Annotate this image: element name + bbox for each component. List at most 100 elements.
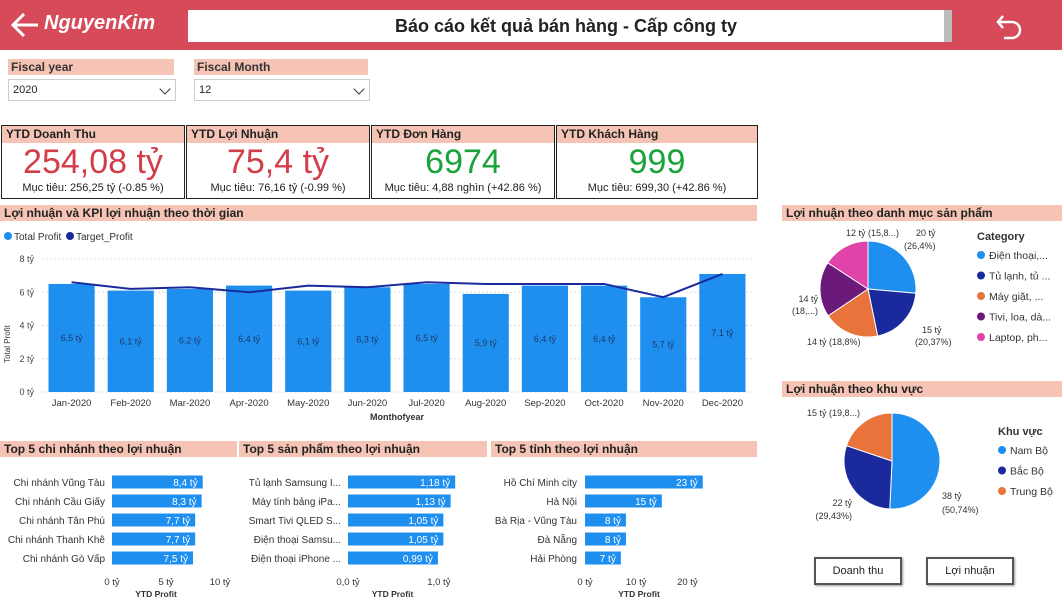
pie-label: 38 tỷ (942, 491, 962, 501)
top-branch-chart: Chi nhánh Vũng Tàu 8,4 tỷ Chi nhánh Cầu Gi… (8, 475, 231, 599)
bar-value-label: 6,1 tỷ (297, 336, 320, 346)
profit-bar (640, 297, 687, 392)
profit-time-title: Lợi nhuận và KPI lợi nhuận theo thời gia… (0, 205, 757, 221)
profit-bar (344, 287, 391, 392)
pie-label: (50,74%) (942, 505, 979, 515)
x-axis-label: YTD Profit (135, 589, 177, 599)
pie-label: (26,4%) (904, 241, 936, 251)
y-tick-label: 6 tỷ (19, 287, 34, 297)
profit-bar (48, 283, 95, 392)
revenue-button[interactable]: Doanh thu (814, 557, 902, 585)
legend-dot (977, 292, 985, 300)
x-tick-label: 20 tỷ (677, 577, 698, 588)
pie-slice (867, 288, 917, 337)
y-axis-label: Total Profit (3, 324, 12, 363)
category-label: Điện thoại Samsu... (254, 535, 341, 546)
bar-value-label: 6,2 tỷ (179, 335, 202, 345)
title-box (188, 10, 952, 42)
legend-dot (977, 251, 985, 259)
x-axis-label: YTD Profit (618, 589, 660, 599)
category-label: Hà Nội (546, 497, 577, 508)
bar-value-label: 6,4 tỷ (593, 334, 616, 344)
category-label: Chi nhánh Tân Phú (19, 516, 105, 527)
hbar-value-label: 15 tỷ (635, 496, 657, 508)
pie-label: 15 tỷ (922, 325, 942, 335)
hbar-value-label: 1,05 tỷ (408, 515, 438, 527)
category-label: Smart Tivi QLED S... (249, 516, 341, 527)
legend-item: Điện thoại,... (989, 250, 1048, 262)
hbar (112, 475, 203, 489)
kpi-target: Mục tiêu: 4,88 nghìn (+42.86 %) (384, 182, 542, 194)
x-tick-label: Jun-2020 (348, 398, 388, 409)
x-tick-label: May-2020 (287, 398, 329, 409)
x-tick-label: Jan-2020 (52, 398, 92, 409)
fiscal-month-select[interactable]: 12 (194, 79, 370, 101)
pie-slice (889, 412, 941, 510)
pie-slice (843, 445, 893, 510)
legend-dot-target-profit (66, 232, 74, 240)
fiscal-month-value: 12 (199, 84, 212, 96)
hbar (585, 551, 621, 565)
x-tick-label: 0 tỷ (577, 577, 593, 588)
y-tick-label: 0 tỷ (19, 387, 34, 397)
bar-value-label: 6,3 tỷ (356, 335, 379, 345)
hbar-value-label: 8,3 tỷ (172, 496, 196, 508)
fiscal-month-label: Fiscal Month (194, 59, 368, 75)
region-pie-chart: Khu vực Nam Bộ Bắc Bộ Trung Bộ 15 tỷ (19,8… (807, 408, 1053, 521)
legend-dot (998, 446, 1006, 454)
x-tick-label: Sep-2020 (524, 398, 565, 409)
hbar (585, 532, 626, 546)
hbar-value-label: 7,5 tỷ (164, 553, 188, 565)
back-arrow-icon[interactable] (10, 8, 40, 42)
category-label: Chi nhánh Gò Vấp (23, 553, 106, 565)
profit-button[interactable]: Lợi nhuận (926, 557, 1014, 585)
profit-bar (699, 273, 746, 392)
legend-dot (977, 271, 985, 280)
bar-value-label: 6,4 tỷ (534, 334, 557, 344)
legend-dot (977, 333, 985, 341)
legend-item: Laptop, ph... (989, 332, 1047, 344)
kpi-card-customers: YTD Khách Hàng 999 Mục tiêu: 699,30 (+42… (556, 125, 758, 199)
profit-bar (107, 290, 154, 392)
pie-label: 15 tỷ (19,8...) (807, 408, 860, 418)
hbar (348, 551, 438, 565)
pie-slice (819, 262, 869, 317)
pie-label: (29,43%) (815, 511, 852, 521)
hbar (585, 494, 662, 508)
region-legend-title: Khu vực (998, 426, 1043, 438)
kpi-value: 999 (628, 143, 686, 181)
profit-bar (521, 285, 568, 392)
x-tick-label: 0,0 tỷ (336, 577, 359, 588)
x-axis-label: YTD Profit (372, 589, 414, 599)
hbar-value-label: 7,7 tỷ (166, 534, 190, 546)
legend-item: Máy giặt, ... (989, 291, 1043, 303)
bar-value-label: 5,9 tỷ (475, 338, 498, 348)
profit-bar (403, 283, 450, 392)
fiscal-year-select[interactable]: 2020 (8, 79, 176, 101)
hbar (585, 513, 626, 527)
x-tick-label: Jul-2020 (408, 398, 444, 409)
top-product-title: Top 5 sản phẩm theo lợi nhuận (239, 441, 487, 457)
kpi-title: YTD Lợi Nhuận (187, 126, 369, 143)
profit-bar (462, 293, 509, 392)
x-tick-label: Nov-2020 (643, 398, 684, 409)
kpi-target: Mục tiêu: 76,16 tỷ (-0.99 %) (210, 182, 346, 194)
category-label: Bà Rịa - Vũng Tàu (495, 516, 577, 527)
hbar (585, 475, 703, 489)
y-tick-label: 2 tỷ (19, 354, 34, 364)
bar-value-label: 6,5 tỷ (416, 333, 439, 343)
undo-icon[interactable] (994, 10, 1024, 40)
pie-slice (827, 240, 869, 290)
profit-bar (285, 290, 332, 392)
profit-combo-chart: Total Profit Target_Profit Total Profit … (3, 232, 752, 422)
x-tick-label: Aug-2020 (465, 398, 506, 409)
y-tick-label: 4 tỷ (19, 321, 34, 331)
kpi-target: Mục tiêu: 256,25 tỷ (-0.85 %) (22, 182, 164, 194)
hbar (112, 494, 202, 508)
hbar (348, 475, 456, 489)
legend-dot-total-profit (4, 232, 12, 240)
pie-label: 14 tỷ (18,8%) (807, 337, 861, 347)
bar-value-label: 6,5 tỷ (61, 333, 84, 343)
bar-value-label: 5,7 tỷ (652, 340, 675, 350)
hbar (348, 513, 444, 527)
